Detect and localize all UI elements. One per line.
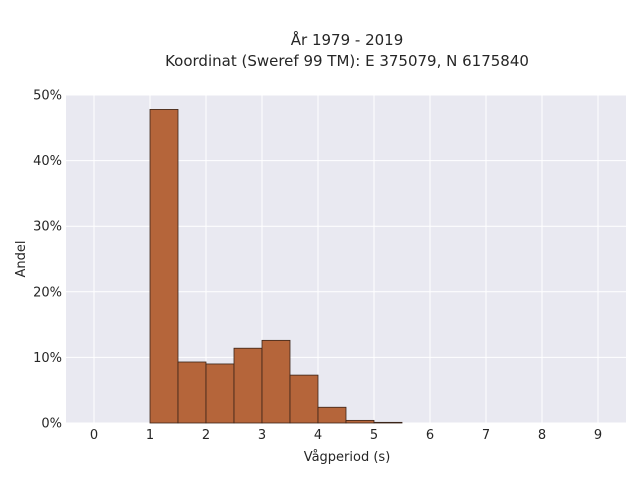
x-tick-label: 4 — [314, 428, 322, 443]
x-tick-label: 9 — [594, 428, 602, 443]
x-axis-label: Vågperiod (s) — [304, 450, 391, 465]
histogram-bars — [149, 109, 403, 424]
histogram-bar — [345, 419, 375, 424]
x-tick-label: 0 — [90, 428, 98, 443]
x-tick-label: 8 — [538, 428, 546, 443]
x-tick-label: 3 — [258, 428, 266, 443]
y-tick-label: 30% — [33, 220, 62, 235]
y-tick-label: 20% — [33, 285, 62, 300]
y-axis-label: Andel — [14, 241, 29, 278]
chart-title: År 1979 - 2019 — [291, 30, 404, 49]
x-tick-label: 2 — [202, 428, 210, 443]
histogram-bar — [289, 374, 319, 424]
histogram-bar — [177, 361, 207, 424]
y-tick-label: 50% — [33, 89, 62, 104]
y-tick-label: 0% — [41, 417, 62, 432]
histogram-bar — [317, 406, 347, 424]
histogram-bar — [373, 421, 403, 424]
y-tick-label: 10% — [33, 351, 62, 366]
histogram-bar — [205, 363, 235, 424]
x-axis-ticks: 0 1 2 3 4 5 6 7 8 9 — [90, 428, 602, 443]
x-tick-label: 1 — [146, 428, 154, 443]
x-tick-label: 7 — [482, 428, 490, 443]
histogram-bar — [261, 339, 291, 424]
x-tick-label: 6 — [426, 428, 434, 443]
histogram-bar — [233, 347, 263, 424]
x-tick-label: 5 — [370, 428, 378, 443]
histogram-bar — [149, 109, 179, 424]
y-axis-ticks: 0% 10% 20% 30% 40% 50% — [33, 89, 62, 432]
chart-subtitle: Koordinat (Sweref 99 TM): E 375079, N 61… — [165, 52, 529, 70]
y-tick-label: 40% — [33, 154, 62, 169]
